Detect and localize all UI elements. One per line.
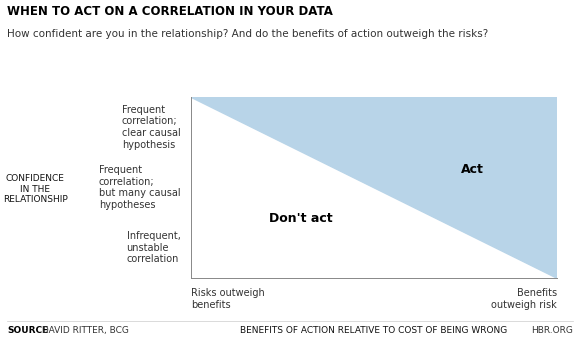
Text: HBR.ORG: HBR.ORG (531, 326, 573, 335)
Text: WHEN TO ACT ON A CORRELATION IN YOUR DATA: WHEN TO ACT ON A CORRELATION IN YOUR DAT… (7, 5, 333, 18)
Text: BENEFITS OF ACTION RELATIVE TO COST OF BEING WRONG: BENEFITS OF ACTION RELATIVE TO COST OF B… (241, 326, 508, 335)
Text: Benefits
outweigh risk: Benefits outweigh risk (491, 288, 557, 310)
Text: DAVID RITTER, BCG: DAVID RITTER, BCG (39, 326, 129, 335)
Text: Frequent
correlation;
clear causal
hypothesis: Frequent correlation; clear causal hypot… (122, 105, 180, 150)
Text: Infrequent,
unstable
correlation: Infrequent, unstable correlation (126, 231, 180, 264)
Text: Act: Act (461, 163, 484, 176)
Text: CONFIDENCE
IN THE
RELATIONSHIP: CONFIDENCE IN THE RELATIONSHIP (3, 174, 68, 204)
Text: How confident are you in the relationship? And do the benefits of action outweig: How confident are you in the relationshi… (7, 29, 488, 40)
Text: SOURCE: SOURCE (7, 326, 48, 335)
Text: Don't act: Don't act (269, 212, 333, 225)
Text: Risks outweigh
benefits: Risks outweigh benefits (191, 288, 265, 310)
Text: Frequent
correlation;
but many causal
hypotheses: Frequent correlation; but many causal hy… (99, 165, 180, 210)
Polygon shape (191, 97, 557, 278)
